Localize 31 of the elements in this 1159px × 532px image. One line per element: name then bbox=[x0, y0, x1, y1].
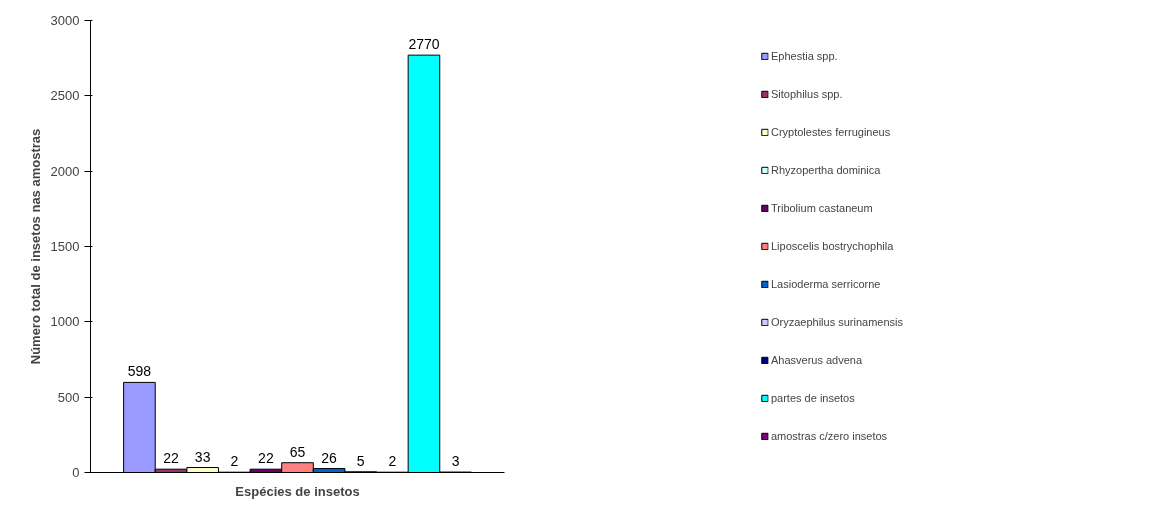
y-tick-label: 3000 bbox=[50, 13, 80, 28]
data-label: 33 bbox=[194, 448, 211, 465]
legend-label: Ephestia spp. bbox=[770, 50, 838, 62]
legend-label: partes de insetos bbox=[770, 392, 855, 404]
data-label: 3 bbox=[451, 453, 460, 470]
data-label: 22 bbox=[163, 450, 180, 467]
data-label: 598 bbox=[127, 363, 152, 380]
y-tick-label: 500 bbox=[57, 389, 80, 405]
y-tick-label: 2500 bbox=[50, 88, 80, 104]
legend-label: Rhyzopertha dominica bbox=[770, 164, 881, 176]
legend-label: Ahasverus advena bbox=[770, 354, 863, 366]
legend-label: Cryptolestes ferrugineus bbox=[770, 126, 891, 138]
data-label: 65 bbox=[289, 443, 306, 460]
y-tick-label: 2000 bbox=[50, 163, 80, 179]
data-label: 2 bbox=[388, 453, 397, 470]
data-label: 5 bbox=[356, 452, 365, 469]
y-tick-label: 0 bbox=[72, 465, 80, 480]
legend-label: amostras c/zero insetos bbox=[770, 430, 888, 442]
legend-label: Liposcelis bostrychophila bbox=[770, 240, 894, 252]
data-label: 26 bbox=[321, 449, 338, 466]
y-tick-label: 1500 bbox=[50, 239, 80, 254]
x-axis-title: Espécies de insetos bbox=[235, 483, 360, 499]
data-label: 2770 bbox=[408, 36, 440, 53]
legend-label: Oryzaephilus surinamensis bbox=[770, 316, 904, 328]
legend-label: Sitophilus spp. bbox=[770, 88, 843, 100]
y-tick-label: 1000 bbox=[50, 314, 80, 330]
legend-label: Lasioderma serricorne bbox=[770, 278, 881, 290]
data-label: 2 bbox=[230, 453, 239, 470]
data-label: 22 bbox=[258, 450, 274, 467]
y-axis-title: Número total de insetos nas amostras bbox=[27, 128, 43, 365]
legend-label: Tribolium castaneum bbox=[770, 202, 873, 214]
